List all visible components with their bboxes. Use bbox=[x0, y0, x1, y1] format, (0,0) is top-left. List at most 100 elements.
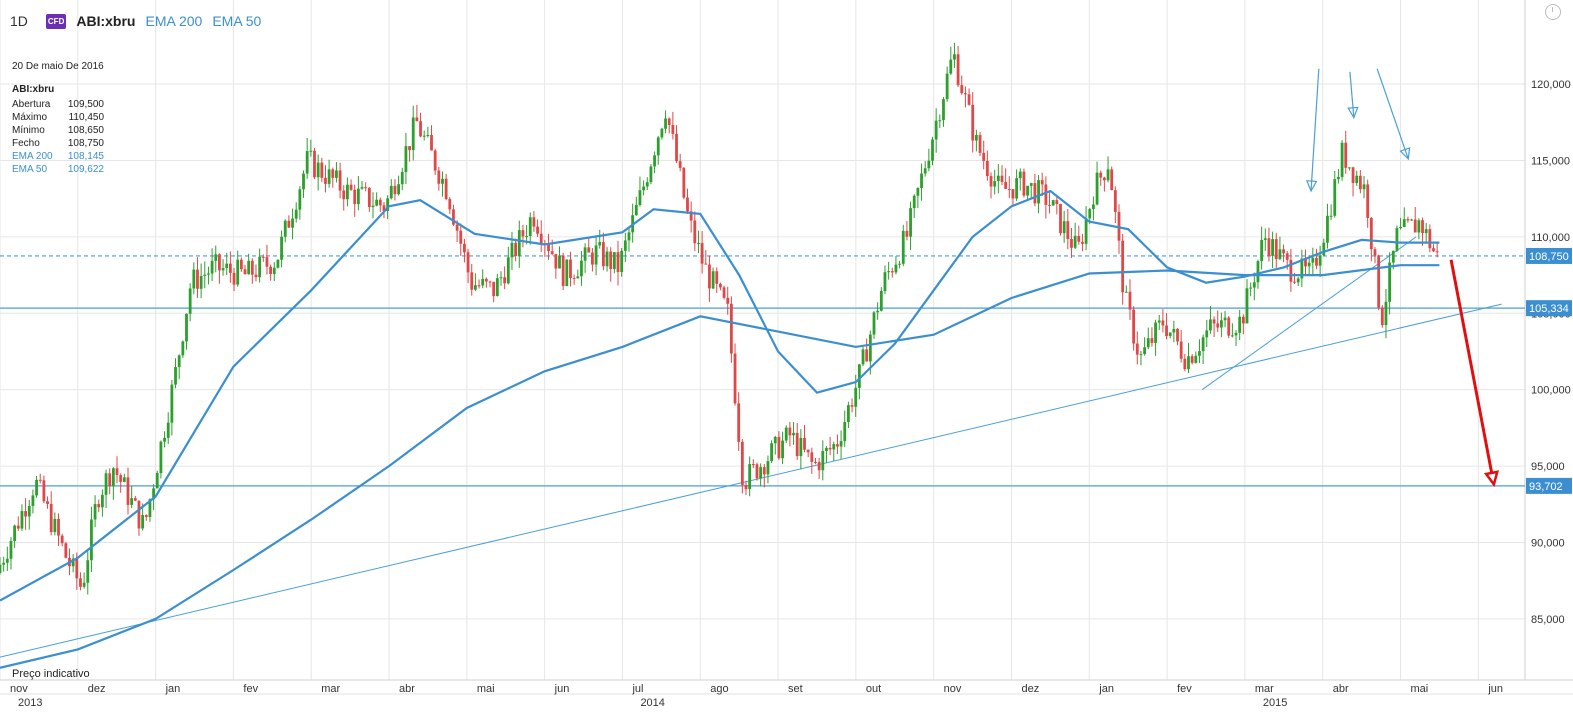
ema-50-legend[interactable]: EMA 50 bbox=[212, 13, 262, 29]
candle-body bbox=[1227, 317, 1231, 336]
candle-body bbox=[130, 498, 134, 505]
candle-body bbox=[601, 242, 605, 267]
candle-body bbox=[1289, 259, 1293, 282]
candle-body bbox=[419, 121, 422, 137]
x-tick-label: jan bbox=[1098, 683, 1114, 695]
candle-body bbox=[463, 243, 466, 253]
candle-body bbox=[1304, 258, 1307, 267]
annotation-arrow-head bbox=[1305, 180, 1318, 193]
candle-body bbox=[258, 256, 262, 278]
candle-body bbox=[163, 437, 166, 442]
candle-body bbox=[1161, 320, 1165, 326]
candle-body bbox=[762, 467, 766, 475]
candle-body bbox=[594, 245, 598, 265]
candle-body bbox=[1190, 356, 1194, 363]
candle-body bbox=[846, 405, 850, 422]
candle-body bbox=[810, 452, 814, 462]
y-tick-label: 95,000 bbox=[1531, 461, 1565, 473]
ema-200-legend[interactable]: EMA 200 bbox=[145, 13, 203, 29]
candle-body bbox=[539, 233, 543, 244]
info-row-close: Fecho 108,750 bbox=[12, 138, 104, 149]
candle-body bbox=[751, 464, 755, 466]
candle-body bbox=[949, 59, 953, 74]
x-tick-label: abr bbox=[1333, 683, 1349, 695]
candle-body bbox=[1066, 221, 1070, 240]
x-tick-label: set bbox=[788, 683, 803, 695]
candle-body bbox=[978, 135, 982, 153]
candle-body bbox=[1333, 179, 1337, 216]
data-window: 20 De maio De 2016 ABI:xbru Abertura 109,… bbox=[12, 60, 104, 176]
candle-body bbox=[433, 150, 437, 171]
candle-body bbox=[177, 355, 181, 368]
candle-body bbox=[1201, 337, 1205, 352]
candle-body bbox=[898, 263, 901, 265]
price-level-badge bbox=[1526, 247, 1572, 264]
candle-body bbox=[1402, 219, 1406, 228]
candle-body bbox=[484, 278, 488, 282]
candle-body bbox=[331, 169, 335, 178]
candle-body bbox=[923, 168, 927, 174]
candle-body bbox=[298, 189, 302, 210]
candle-body bbox=[547, 243, 550, 252]
candle-body bbox=[1391, 250, 1395, 263]
candle-body bbox=[854, 387, 858, 407]
candle-body bbox=[1395, 228, 1399, 251]
candle-body bbox=[375, 199, 379, 206]
candle-body bbox=[561, 255, 565, 287]
timeframe-button[interactable]: 1D bbox=[10, 13, 28, 29]
candle-body bbox=[609, 251, 613, 270]
candle-body bbox=[291, 218, 294, 228]
candle-body bbox=[953, 54, 956, 60]
candle-body bbox=[335, 170, 338, 178]
candle-body bbox=[832, 444, 836, 450]
candle-body bbox=[397, 184, 401, 195]
candle-body bbox=[616, 252, 620, 273]
candle-body bbox=[400, 172, 404, 185]
candle-body bbox=[327, 169, 331, 184]
candle-body bbox=[1000, 175, 1004, 182]
x-tick-label: fev bbox=[1177, 683, 1192, 695]
candle-body bbox=[1285, 253, 1289, 260]
candle-body bbox=[934, 120, 938, 140]
candle-body bbox=[9, 541, 13, 559]
forecast-arrow-head bbox=[1483, 470, 1499, 488]
candle-body bbox=[945, 73, 949, 100]
candle-body bbox=[90, 519, 93, 561]
candle-body bbox=[719, 283, 722, 288]
symbol-label[interactable]: ABI:xbru bbox=[76, 13, 136, 29]
candle-body bbox=[1230, 335, 1234, 337]
candle-body bbox=[1413, 219, 1417, 233]
candle-body bbox=[448, 199, 452, 210]
candle-body bbox=[1432, 248, 1435, 252]
x-tick-label: jun bbox=[1487, 683, 1503, 695]
candle-body bbox=[192, 269, 196, 289]
candle-body bbox=[495, 278, 499, 297]
candle-body bbox=[726, 297, 730, 304]
chart-header: 1D CFD ABI:xbru EMA 200 EMA 50 bbox=[10, 10, 261, 32]
candle-body bbox=[294, 209, 298, 219]
candle-body bbox=[1234, 332, 1238, 336]
candle-body bbox=[766, 461, 770, 475]
candle-body bbox=[974, 135, 978, 141]
candle-body bbox=[126, 477, 130, 505]
y-tick-label: 100,000 bbox=[1531, 385, 1571, 397]
clock-icon[interactable] bbox=[1545, 4, 1561, 20]
candle-body bbox=[865, 349, 869, 362]
price-level-badge bbox=[1526, 300, 1572, 317]
candle-body bbox=[2, 562, 6, 565]
candle-body bbox=[825, 447, 828, 452]
candle-body bbox=[525, 235, 528, 237]
candle-body bbox=[1179, 341, 1183, 359]
candle-body bbox=[693, 220, 697, 244]
candle-body bbox=[773, 436, 777, 444]
candle-body bbox=[159, 441, 163, 474]
candle-body bbox=[576, 276, 580, 279]
candle-body bbox=[75, 558, 79, 579]
candle-body bbox=[1165, 325, 1168, 337]
candle-body bbox=[887, 271, 891, 273]
candle-body bbox=[239, 259, 243, 270]
candle-body bbox=[521, 230, 525, 237]
candle-body bbox=[1435, 251, 1439, 253]
candle-body bbox=[708, 264, 711, 289]
